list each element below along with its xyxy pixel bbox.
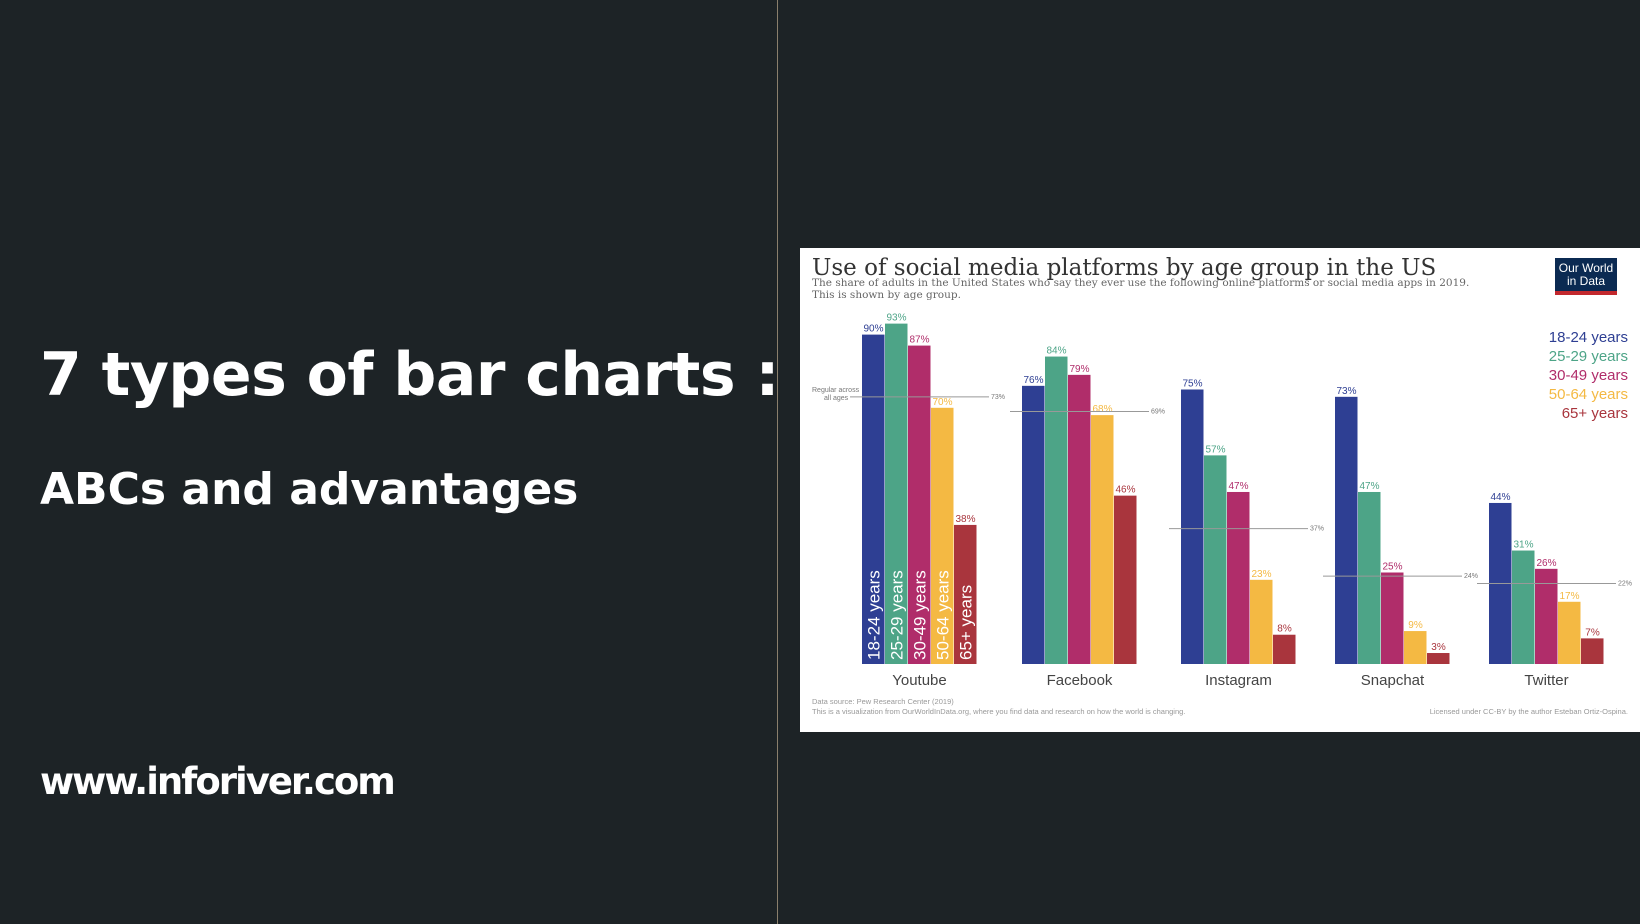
value-label: 26% [1536, 558, 1556, 569]
bar-snapchat-2 [1381, 572, 1404, 664]
legend-item: 65+ years [1562, 405, 1628, 422]
legend-item: 25-29 years [1549, 348, 1628, 365]
value-label: 17% [1559, 591, 1579, 602]
bar-twitter-2 [1535, 568, 1558, 664]
bar-youtube-3 [931, 407, 954, 664]
all-ages-value: 37% [1310, 526, 1324, 533]
bar-instagram-2 [1227, 491, 1250, 664]
bar-youtube-4 [954, 524, 977, 664]
bar-youtube-1 [885, 323, 908, 664]
bar-instagram-3 [1250, 579, 1273, 664]
bar-snapchat-4 [1427, 653, 1450, 664]
value-label: 25% [1382, 562, 1402, 573]
bar-instagram-4 [1273, 634, 1296, 664]
value-label: 84% [1046, 346, 1066, 357]
bar-instagram-1 [1204, 455, 1227, 664]
category-label: Snapchat [1361, 672, 1425, 689]
bar-youtube-0 [862, 334, 885, 664]
bar-twitter-4 [1581, 638, 1604, 664]
source-line-1: Data source: Pew Research Center (2019) [812, 697, 954, 706]
bar-facebook-0 [1022, 385, 1045, 664]
value-label: 73% [1336, 386, 1356, 397]
legend: 18-24 years 25-29 years 30-49 years 50-64 y… [1549, 329, 1628, 422]
bar-facebook-4 [1114, 495, 1137, 664]
chart-subtitle-line-2: This is shown by age group. [812, 289, 961, 301]
vertical-divider [777, 0, 778, 924]
bar-youtube-2 [908, 345, 931, 664]
all-ages-value: 22% [1618, 580, 1632, 587]
all-ages-value: 69% [1151, 408, 1165, 415]
license-text: Licensed under CC-BY by the author Esteb… [1430, 707, 1628, 716]
chart-title: Use of social media platforms by age gro… [812, 255, 1436, 281]
chart-subtitle-line-1: The share of adults in the United States… [812, 277, 1469, 289]
value-label: 31% [1513, 540, 1533, 551]
value-label: 70% [932, 397, 952, 408]
value-label: 68% [1092, 404, 1112, 415]
value-label: 75% [1182, 379, 1202, 390]
all-ages-label: Regular across [812, 387, 860, 394]
category-label: Facebook [1047, 672, 1113, 689]
plot-area: 90% 18-24 years 93% 25-29 years 87% 30-49 yea… [812, 313, 1632, 689]
value-label: 87% [909, 335, 929, 346]
series-label-in-bar: 25-29 years [888, 570, 907, 660]
value-label: 9% [1408, 620, 1423, 631]
bar-instagram-0 [1181, 389, 1204, 664]
value-label: 47% [1359, 481, 1379, 492]
bar-snapchat-0 [1335, 396, 1358, 664]
value-label: 93% [886, 313, 906, 324]
series-label-in-bar: 65+ years [957, 585, 976, 660]
owid-logo: Our World in Data [1555, 258, 1617, 295]
value-label: 7% [1585, 627, 1600, 638]
value-label: 46% [1115, 485, 1135, 496]
series-label-in-bar: 18-24 years [865, 570, 884, 660]
category-label: Youtube [892, 672, 947, 689]
slide-subtitle: ABCs and advantages [40, 464, 579, 515]
bar-snapchat-3 [1404, 631, 1427, 664]
all-ages-value: 73% [991, 394, 1005, 401]
logo-line-1: Our World [1558, 261, 1614, 275]
value-label: 44% [1490, 492, 1510, 503]
website-link[interactable]: www.inforiver.com [40, 760, 396, 803]
value-label: 76% [1023, 375, 1043, 386]
value-label: 8% [1277, 624, 1292, 635]
logo-line-2: in Data [1566, 274, 1606, 288]
value-label: 57% [1205, 444, 1225, 455]
value-label: 23% [1251, 569, 1271, 580]
category-label: Twitter [1524, 672, 1568, 689]
slide-title: 7 types of bar charts : [40, 340, 779, 410]
series-label-in-bar: 50-64 years [934, 570, 953, 660]
bar-snapchat-1 [1358, 491, 1381, 664]
value-label: 38% [955, 514, 975, 525]
category-label: Instagram [1205, 672, 1272, 689]
source-line-2: This is a visualization from OurWorldInD… [812, 707, 1185, 716]
value-label: 47% [1228, 481, 1248, 492]
value-label: 79% [1069, 364, 1089, 375]
legend-item: 50-64 years [1549, 386, 1628, 403]
legend-item: 30-49 years [1549, 367, 1628, 384]
series-label-in-bar: 30-49 years [911, 570, 930, 660]
bar-twitter-1 [1512, 550, 1535, 664]
bar-chart: Use of social media platforms by age gro… [812, 255, 1632, 716]
legend-item: 18-24 years [1549, 329, 1628, 346]
all-ages-label: all ages [824, 395, 849, 402]
bar-facebook-3 [1091, 415, 1114, 664]
chart-card: Use of social media platforms by age gro… [800, 248, 1640, 732]
value-label: 3% [1431, 642, 1446, 653]
all-ages-value: 24% [1464, 573, 1478, 580]
bar-facebook-2 [1068, 374, 1091, 664]
value-label: 90% [863, 324, 883, 335]
bar-facebook-1 [1045, 356, 1068, 664]
bar-twitter-3 [1558, 601, 1581, 664]
